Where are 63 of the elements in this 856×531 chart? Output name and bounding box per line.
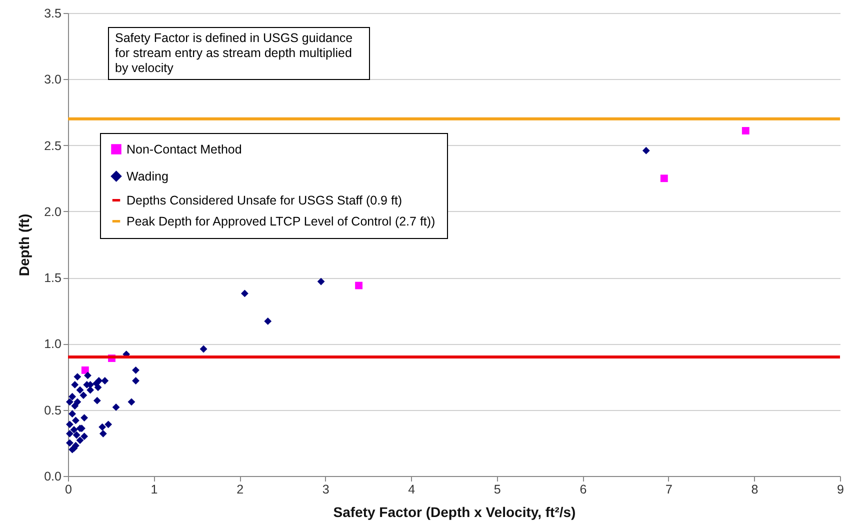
point — [72, 431, 80, 439]
y-tick-label: 0.0 — [44, 470, 62, 484]
point — [264, 318, 272, 325]
point — [66, 420, 74, 428]
point — [660, 174, 668, 182]
y-tick-label: 2.5 — [44, 138, 62, 153]
x-tick-label: 0 — [65, 482, 72, 496]
point — [66, 439, 74, 447]
point — [72, 416, 80, 424]
point — [132, 366, 140, 374]
y-tick-label: 2.0 — [44, 204, 62, 219]
point — [101, 377, 109, 384]
y-tick-label: 1.5 — [44, 271, 62, 286]
x-tick-label: 1 — [150, 482, 158, 496]
legend-label: Depths Considered Unsafe for USGS Staff (0.9 ft) — [126, 193, 402, 208]
annotation: Safety Factor is defined in USGS guidance for stream entry as stream depth multiplied by velocity — [108, 27, 370, 80]
point — [93, 396, 101, 404]
point — [99, 430, 107, 438]
x-tick-label: 4 — [408, 482, 416, 496]
point — [74, 373, 82, 380]
point — [81, 366, 89, 374]
point — [66, 398, 74, 406]
point — [74, 398, 82, 406]
point — [642, 146, 650, 154]
point — [76, 386, 84, 394]
x-tick-label: 7 — [665, 482, 672, 496]
point — [80, 414, 88, 422]
point — [68, 410, 76, 418]
point — [70, 426, 78, 434]
x-tick-label: 5 — [494, 482, 501, 496]
point — [66, 430, 74, 438]
point — [132, 377, 140, 384]
point — [240, 290, 248, 298]
x-tick-label: 9 — [837, 482, 844, 496]
x-tick-label: 3 — [322, 482, 330, 496]
point — [80, 392, 88, 400]
point — [95, 377, 103, 384]
legend-label: Wading — [126, 169, 168, 184]
point — [71, 402, 79, 410]
point — [355, 282, 362, 290]
point — [112, 404, 120, 411]
point — [71, 381, 79, 388]
legend-label: Peak Depth for Approved LTCP Level of Control (2.7 ft)) — [126, 214, 436, 228]
point — [98, 423, 106, 431]
x-tick-label: 8 — [751, 482, 758, 496]
y-tick-label: 3.5 — [44, 6, 62, 20]
point — [742, 127, 750, 134]
point — [80, 432, 88, 440]
point — [128, 398, 136, 406]
y-tick-label: 0.5 — [44, 403, 62, 418]
point — [200, 345, 208, 353]
point — [94, 384, 102, 392]
y-axis-title: Depth (ft) — [16, 214, 32, 276]
point — [68, 392, 76, 400]
y-tick-label: 1.0 — [44, 337, 62, 352]
point — [104, 420, 112, 428]
point — [84, 372, 92, 380]
x-tick-label: 6 — [580, 482, 587, 496]
x-axis-title: Safety Factor (Depth x Velocity, ft²/s) — [333, 504, 576, 520]
y-tick-label: 3.0 — [44, 72, 62, 87]
legend-label: Non-Contact Method — [126, 142, 242, 156]
x-tick-label: 2 — [236, 482, 244, 496]
point — [317, 278, 325, 286]
